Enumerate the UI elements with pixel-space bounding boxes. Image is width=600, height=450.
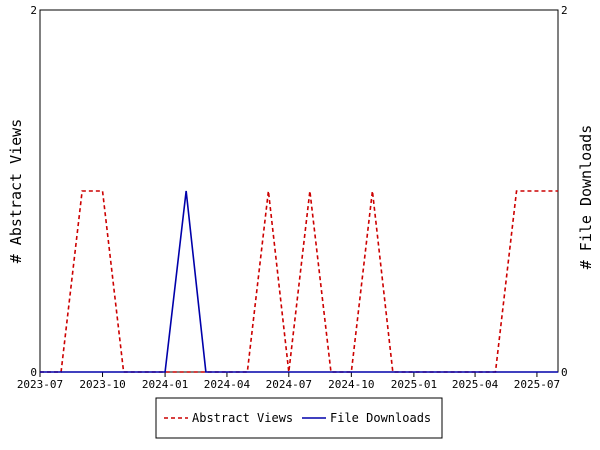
x-tick-label: 2023-07 — [17, 378, 63, 391]
y-right-tick-label: 2 — [561, 4, 568, 17]
x-tick-label: 2025-04 — [452, 378, 499, 391]
x-tick-label: 2024-01 — [142, 378, 188, 391]
y-left-tick-label: 0 — [30, 366, 37, 379]
x-tick-label: 2025-01 — [391, 378, 437, 391]
x-axis: 2023-07 2023-10 2024-01 2024-04 2024-07 2024-… — [17, 372, 560, 391]
legend-label-file-downloads: File Downloads — [330, 411, 431, 425]
x-tick-label: 2024-07 — [266, 378, 312, 391]
legend: Abstract Views File Downloads — [155, 397, 443, 439]
series-line-file-downloads — [40, 190, 558, 373]
y-right-tick-label: 0 — [561, 366, 568, 379]
x-tick-label: 2024-10 — [328, 378, 374, 391]
y-left-tick-label: 2 — [30, 4, 37, 17]
y-axis-left-label: # Abstract Views — [7, 119, 25, 264]
legend-label-abstract-views: Abstract Views — [192, 411, 293, 425]
plot-area — [39, 9, 559, 373]
y-axis-right-label: # File Downloads — [577, 125, 595, 270]
x-tick-label: 2025-07 — [514, 378, 560, 391]
x-tick-label: 2023-10 — [79, 378, 125, 391]
legend-box — [155, 397, 443, 439]
series-layer — [40, 190, 558, 373]
x-tick-label: 2024-04 — [204, 378, 251, 391]
